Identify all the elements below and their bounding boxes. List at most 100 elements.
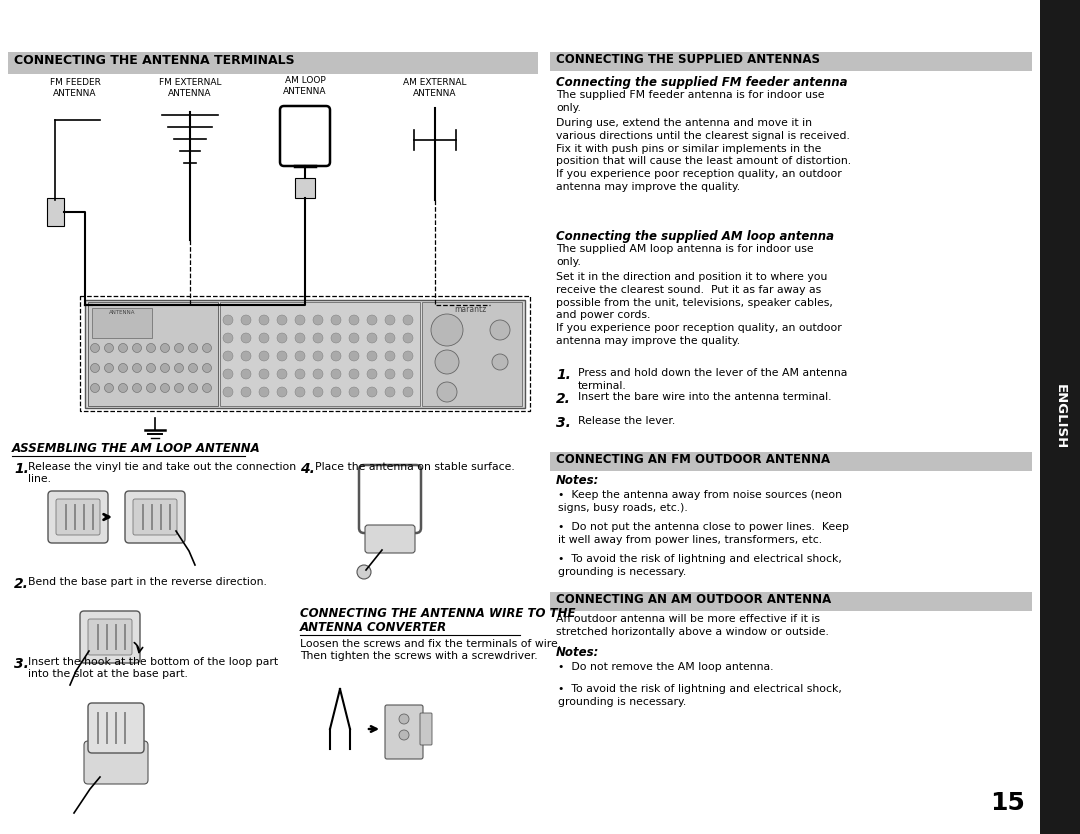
Text: Place the antenna on stable surface.: Place the antenna on stable surface. bbox=[315, 462, 515, 472]
Text: Connecting the supplied AM loop antenna: Connecting the supplied AM loop antenna bbox=[556, 230, 834, 243]
Circle shape bbox=[330, 387, 341, 397]
Circle shape bbox=[119, 344, 127, 353]
Circle shape bbox=[259, 333, 269, 343]
Bar bbox=[550, 52, 1032, 71]
Circle shape bbox=[349, 387, 359, 397]
Circle shape bbox=[222, 369, 233, 379]
FancyBboxPatch shape bbox=[420, 713, 432, 745]
Circle shape bbox=[367, 315, 377, 325]
Circle shape bbox=[222, 387, 233, 397]
Circle shape bbox=[295, 315, 305, 325]
Circle shape bbox=[259, 351, 269, 361]
Circle shape bbox=[357, 565, 372, 579]
Text: 1.: 1. bbox=[556, 368, 571, 382]
Text: marantz: marantz bbox=[454, 305, 486, 314]
Circle shape bbox=[222, 333, 233, 343]
Text: 2.: 2. bbox=[14, 577, 29, 591]
Text: •  To avoid the risk of lightning and electrical shock,
grounding is necessary.: • To avoid the risk of lightning and ele… bbox=[558, 554, 842, 577]
Circle shape bbox=[147, 364, 156, 373]
Circle shape bbox=[241, 351, 251, 361]
Circle shape bbox=[133, 364, 141, 373]
Circle shape bbox=[276, 369, 287, 379]
Circle shape bbox=[384, 333, 395, 343]
Circle shape bbox=[133, 384, 141, 393]
Bar bbox=[48, 198, 64, 226]
Circle shape bbox=[259, 315, 269, 325]
Text: Notes:: Notes: bbox=[556, 474, 599, 487]
Text: AM EXTERNAL
ANTENNA: AM EXTERNAL ANTENNA bbox=[403, 78, 467, 98]
FancyBboxPatch shape bbox=[384, 705, 423, 759]
Text: CONNECTING AN AM OUTDOOR ANTENNA: CONNECTING AN AM OUTDOOR ANTENNA bbox=[556, 593, 832, 606]
Text: AM LOOP
ANTENNA: AM LOOP ANTENNA bbox=[283, 76, 327, 96]
FancyBboxPatch shape bbox=[48, 491, 108, 543]
Circle shape bbox=[367, 351, 377, 361]
Text: Release the vinyl tie and take out the connection
line.: Release the vinyl tie and take out the c… bbox=[28, 462, 296, 485]
Circle shape bbox=[241, 333, 251, 343]
Text: Insert the hook at the bottom of the loop part
into the slot at the base part.: Insert the hook at the bottom of the loo… bbox=[28, 657, 279, 680]
Circle shape bbox=[349, 315, 359, 325]
Circle shape bbox=[105, 344, 113, 353]
Circle shape bbox=[91, 384, 99, 393]
Circle shape bbox=[175, 384, 184, 393]
Circle shape bbox=[403, 387, 413, 397]
FancyBboxPatch shape bbox=[133, 499, 177, 535]
Circle shape bbox=[399, 730, 409, 740]
Circle shape bbox=[222, 315, 233, 325]
Bar bbox=[550, 592, 1032, 611]
Circle shape bbox=[330, 315, 341, 325]
Circle shape bbox=[222, 351, 233, 361]
Text: •  Do not remove the AM loop antenna.: • Do not remove the AM loop antenna. bbox=[558, 662, 773, 672]
Text: ANTENNA CONVERTER: ANTENNA CONVERTER bbox=[300, 621, 447, 634]
Circle shape bbox=[490, 320, 510, 340]
Bar bbox=[87, 302, 218, 406]
Circle shape bbox=[403, 333, 413, 343]
Circle shape bbox=[367, 369, 377, 379]
Circle shape bbox=[349, 369, 359, 379]
FancyBboxPatch shape bbox=[56, 499, 100, 535]
Bar bbox=[92, 308, 152, 338]
Circle shape bbox=[435, 350, 459, 374]
Circle shape bbox=[161, 344, 170, 353]
Circle shape bbox=[313, 351, 323, 361]
Circle shape bbox=[91, 364, 99, 373]
Text: The supplied AM loop antenna is for indoor use
only.: The supplied AM loop antenna is for indo… bbox=[556, 244, 813, 267]
FancyBboxPatch shape bbox=[80, 611, 140, 663]
FancyBboxPatch shape bbox=[87, 619, 132, 655]
Circle shape bbox=[241, 315, 251, 325]
Text: ANTENNA: ANTENNA bbox=[109, 310, 135, 315]
Circle shape bbox=[384, 351, 395, 361]
Circle shape bbox=[330, 333, 341, 343]
Bar bbox=[80, 296, 530, 411]
Circle shape bbox=[189, 364, 198, 373]
Circle shape bbox=[133, 344, 141, 353]
Circle shape bbox=[175, 364, 184, 373]
Text: An outdoor antenna will be more effective if it is
stretched horizontally above : An outdoor antenna will be more effectiv… bbox=[556, 614, 828, 637]
Circle shape bbox=[276, 351, 287, 361]
Text: Insert the bare wire into the antenna terminal.: Insert the bare wire into the antenna te… bbox=[578, 392, 832, 402]
Bar bbox=[422, 302, 522, 406]
Bar bbox=[85, 300, 525, 408]
Text: ASSEMBLING THE AM LOOP ANTENNA: ASSEMBLING THE AM LOOP ANTENNA bbox=[12, 442, 260, 455]
Circle shape bbox=[403, 369, 413, 379]
Text: Notes:: Notes: bbox=[556, 646, 599, 659]
Circle shape bbox=[91, 344, 99, 353]
Circle shape bbox=[295, 351, 305, 361]
Circle shape bbox=[119, 364, 127, 373]
Circle shape bbox=[431, 314, 463, 346]
Circle shape bbox=[241, 387, 251, 397]
Text: 1.: 1. bbox=[14, 462, 29, 476]
Text: Set it in the direction and position it to where you
receive the clearest sound.: Set it in the direction and position it … bbox=[556, 272, 841, 346]
Circle shape bbox=[203, 344, 212, 353]
Circle shape bbox=[105, 364, 113, 373]
Circle shape bbox=[313, 333, 323, 343]
Circle shape bbox=[259, 387, 269, 397]
Circle shape bbox=[105, 384, 113, 393]
Text: The supplied FM feeder antenna is for indoor use
only.: The supplied FM feeder antenna is for in… bbox=[556, 90, 824, 113]
Circle shape bbox=[313, 369, 323, 379]
Circle shape bbox=[384, 387, 395, 397]
Text: Bend the base part in the reverse direction.: Bend the base part in the reverse direct… bbox=[28, 577, 267, 587]
Text: Press and hold down the lever of the AM antenna
terminal.: Press and hold down the lever of the AM … bbox=[578, 368, 848, 391]
Text: Release the lever.: Release the lever. bbox=[578, 416, 675, 426]
Circle shape bbox=[384, 315, 395, 325]
Text: CONNECTING THE ANTENNA TERMINALS: CONNECTING THE ANTENNA TERMINALS bbox=[14, 54, 295, 67]
